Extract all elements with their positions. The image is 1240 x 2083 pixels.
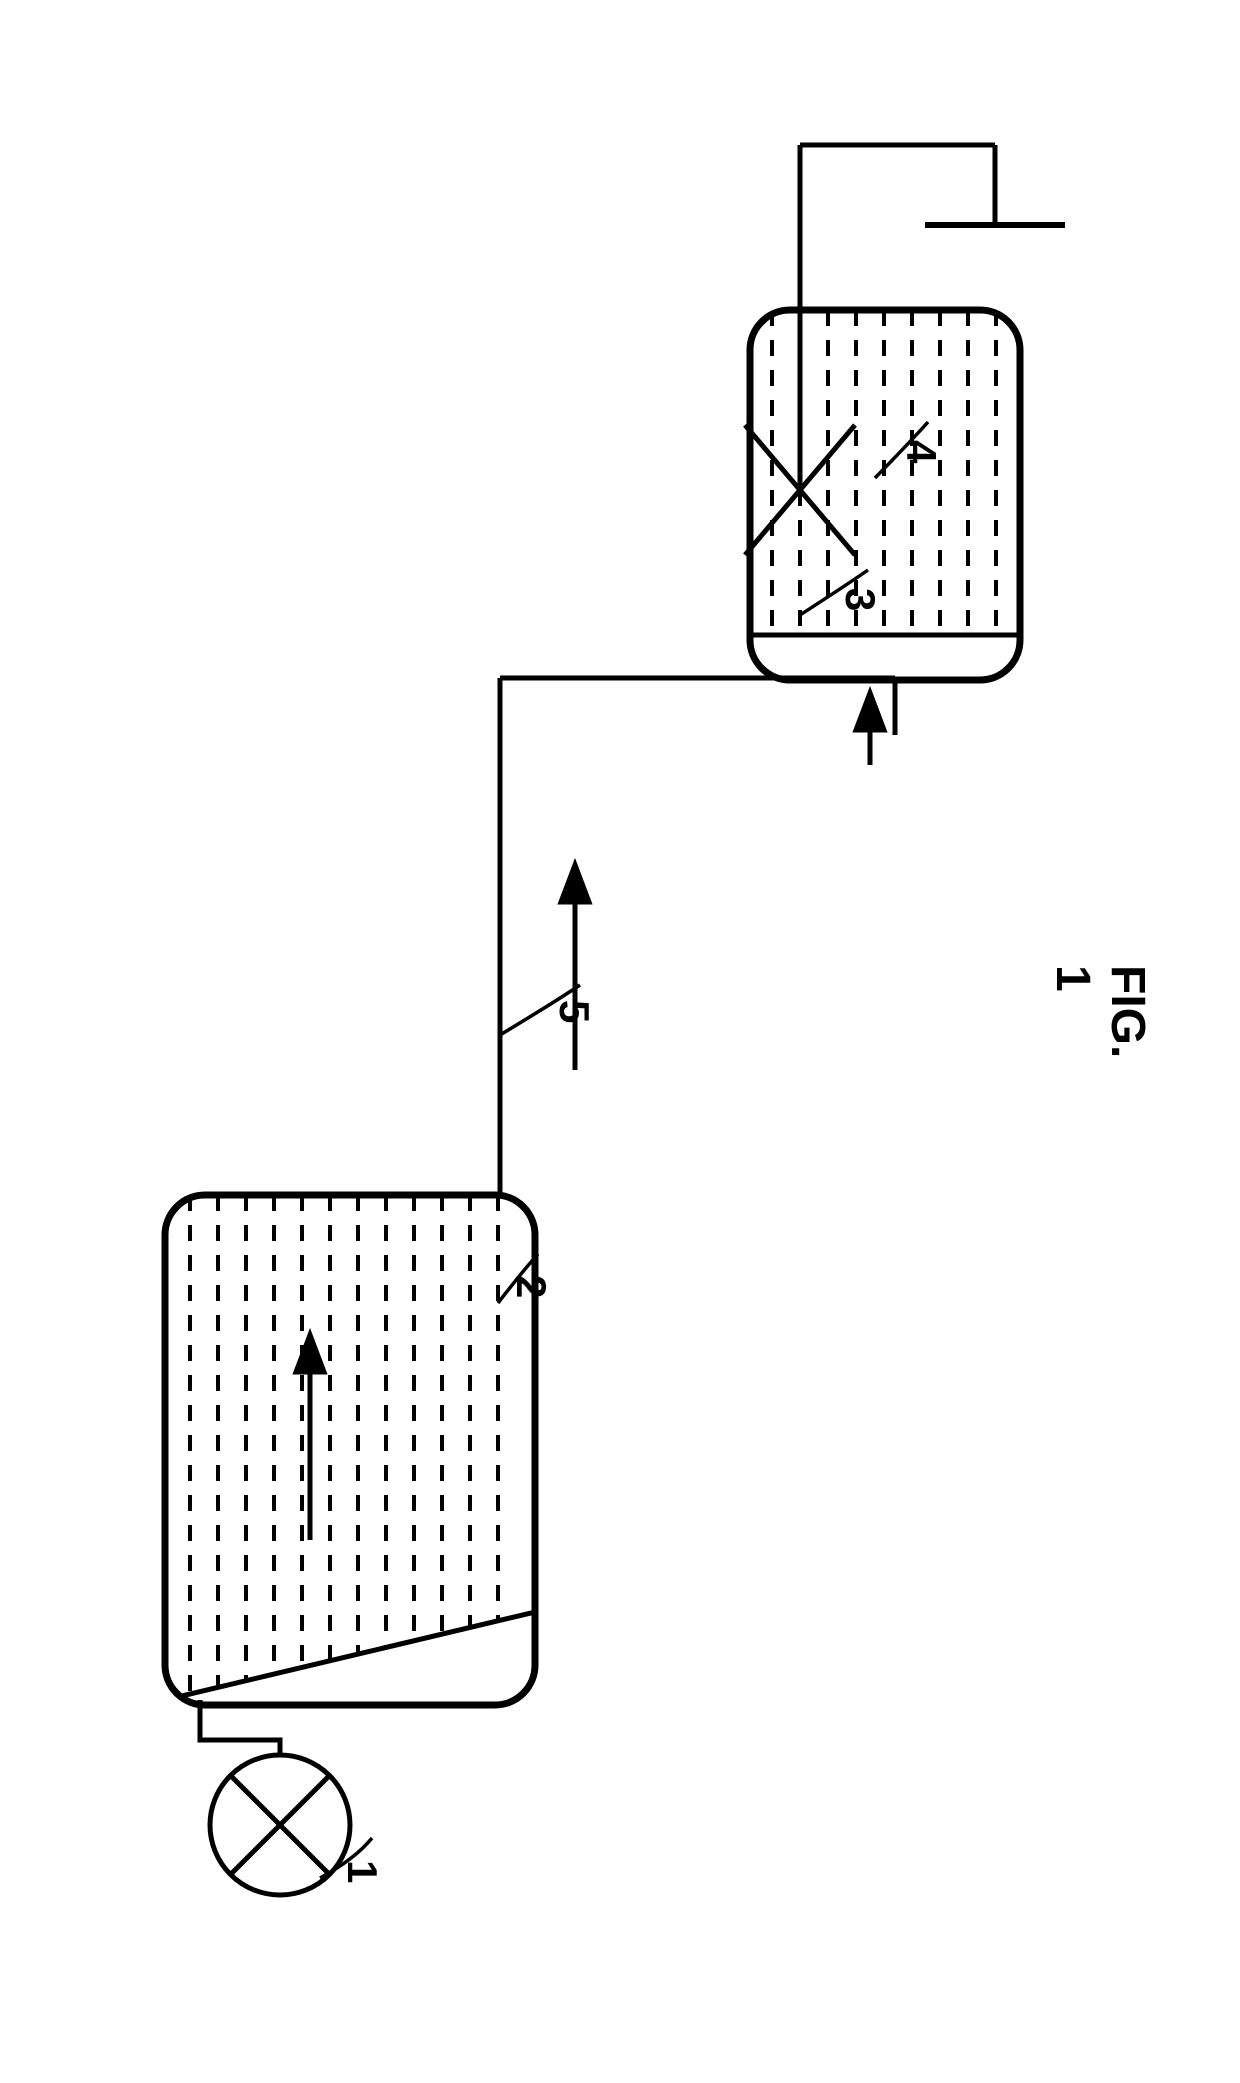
pipe-5 (500, 678, 895, 1195)
stirrer-support (800, 145, 1065, 225)
tank-small (750, 310, 1020, 680)
ref-label-4: 4 (897, 440, 945, 463)
tank-large (165, 1195, 535, 1705)
leader-lines (320, 422, 928, 1878)
ref-label-2: 2 (507, 1275, 555, 1298)
ref-label-3: 3 (836, 588, 884, 611)
ref-label-1: 1 (338, 1860, 386, 1883)
ref-label-5: 5 (550, 1000, 598, 1023)
figure-label: FIG. 1 (1045, 965, 1155, 1058)
